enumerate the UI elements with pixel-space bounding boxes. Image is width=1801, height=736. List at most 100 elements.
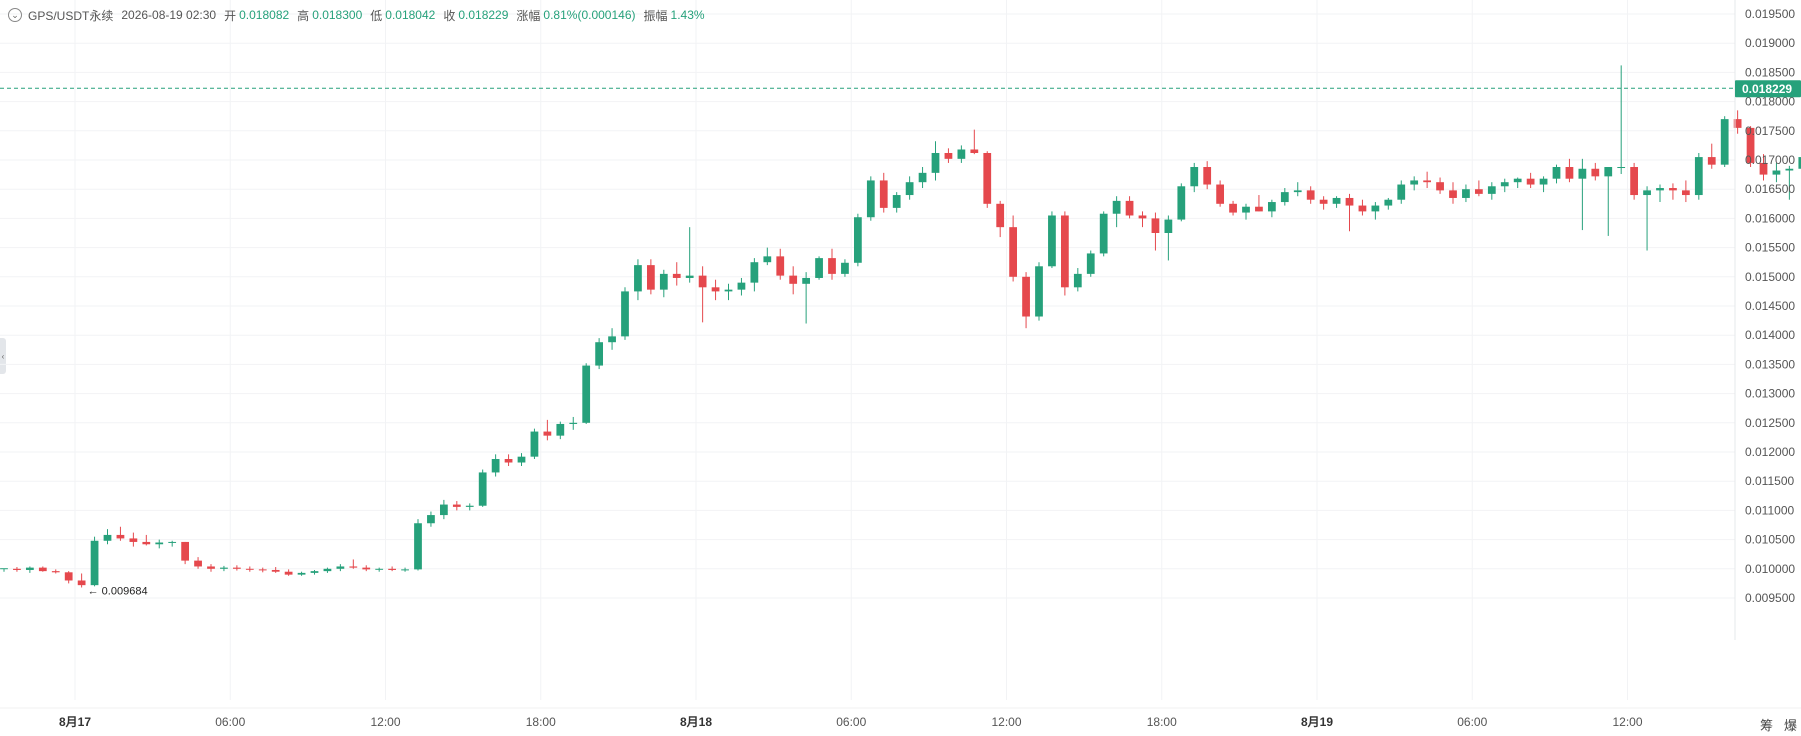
candle-body [388,568,397,570]
candle-body [841,262,849,274]
candle-body [271,569,280,572]
price-tick-label: 0.009500 [1745,591,1795,605]
candle-body [1694,157,1703,196]
candle-body [530,431,539,457]
candle-body [685,275,694,278]
candle-body [297,572,306,575]
candle-body [168,541,177,543]
price-tick-label: 0.018500 [1745,65,1795,79]
collapse-chevron-icon[interactable]: ⌄ [8,8,22,22]
candle-body [1785,168,1794,171]
candle-body [323,568,332,572]
candle-body [595,342,604,366]
candle-body [1086,253,1095,274]
candle-body [582,365,591,423]
candle-body [1720,119,1729,165]
candle-body [1306,190,1315,200]
candle-body [1112,200,1121,214]
min-price-label: ← 0.009684 [88,585,148,597]
amplitude-label: 振幅 [643,8,668,23]
candle-body [1500,182,1509,187]
candle-body [1617,167,1626,169]
candle-body [1384,199,1393,206]
candle-body [879,180,888,208]
candle-body [207,566,215,569]
candle-body [711,287,720,292]
candle-body [776,256,785,276]
price-tick-label: 0.015500 [1745,241,1795,255]
candle-body [918,172,927,183]
candle-body [983,152,992,204]
time-tick-label: 12:00 [370,715,400,729]
price-tick-label: 0.010500 [1745,533,1795,547]
candle-body [1397,184,1406,200]
candle-body [439,504,448,516]
candle-body [103,534,112,541]
price-tick-label: 0.019500 [1745,7,1795,21]
ohlc-info-bar: ⌄ GPS/USDT永续 2026-08-19 02:30 开 0.018082… [8,5,713,25]
candle-body [1656,188,1664,191]
candle-body [1151,218,1160,233]
candle-body [1746,127,1755,163]
candle-body [1293,190,1302,193]
symbol-label: GPS/USDT永续 [28,8,114,23]
candle-body [1164,219,1173,233]
liquidation-icon[interactable]: 爆 [1784,718,1798,733]
candle-body [1772,170,1781,175]
candle-body [853,217,862,263]
candle-body [1604,167,1613,177]
price-tick-label: 0.017000 [1745,153,1795,167]
candle-body [38,567,47,572]
open-label: 开 [224,8,237,23]
candle-body [866,180,875,218]
candle-body [51,571,60,573]
candle-body [1177,186,1186,220]
time-tick-label: 12:00 [1612,715,1642,729]
candle-body [1526,178,1535,185]
candle-body [815,258,823,278]
time-tick-label: 8月18 [680,715,712,729]
candle-body [1125,200,1134,216]
candle-body [931,152,940,173]
candle-body [427,515,435,524]
left-panel-handle[interactable]: ‹ [0,338,6,374]
time-tick-label: 18:00 [526,715,556,729]
candle-datetime: 2026-08-19 02:30 [121,8,217,22]
candle-body [1332,197,1341,204]
candle-body [504,459,513,463]
candle-body [1539,178,1548,185]
candle-body [1099,213,1108,254]
time-tick-label: 06:00 [215,715,245,729]
candle-body [1190,167,1199,187]
candle-body [750,262,759,283]
candle-body [1462,189,1470,198]
candle-body [194,560,202,567]
candle-body [1371,205,1380,212]
candle-body [1229,203,1237,213]
candle-body [116,534,125,539]
high-value: 0.018300 [312,8,363,22]
candle-body [996,203,1005,228]
chips-distribution-icon[interactable]: 筹 [1760,718,1774,733]
price-tick-label: 0.010000 [1745,562,1795,576]
candle-body [621,291,629,337]
price-tick-label: 0.013500 [1745,357,1795,371]
candle-body [517,456,526,463]
candle-body [491,459,500,473]
candle-body [64,572,73,581]
price-tick-label: 0.019000 [1745,36,1795,50]
candle-body [556,423,565,436]
candle-body [1449,190,1457,198]
current-price-tag [1735,80,1801,98]
candle-body [478,472,487,506]
candle-body [737,282,746,290]
candle-body [892,195,901,208]
candle-body [828,258,836,274]
candle-body [25,567,34,570]
candle-body [232,567,241,569]
price-tick-label: 0.012500 [1745,416,1795,430]
candle-body [129,538,138,542]
low-value: 0.018042 [385,8,436,22]
candle-body [672,273,681,278]
